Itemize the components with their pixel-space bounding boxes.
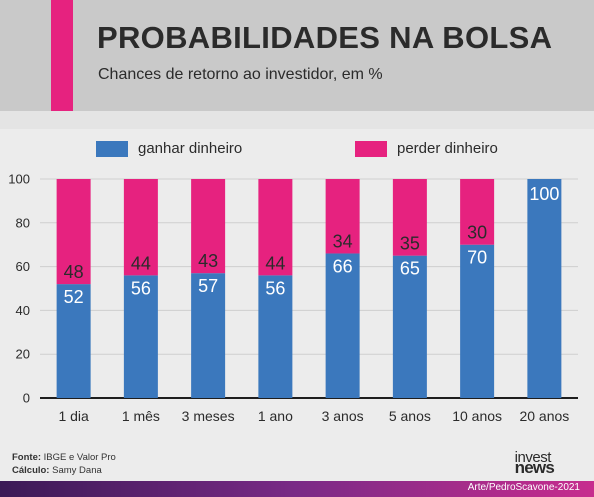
x-tick-label: 1 mês [122, 408, 160, 424]
logo-line-1: invest [514, 449, 552, 466]
data-label-gain: 65 [400, 259, 420, 279]
x-tick-label: 10 anos [452, 408, 502, 424]
x-tick-label: 3 meses [182, 408, 235, 424]
legend-label-loss: perder dinheiro [397, 140, 498, 157]
investnews-logo: invest news [514, 449, 555, 477]
bar-loss [325, 179, 360, 254]
x-tick-label: 1 dia [58, 408, 89, 424]
x-tick-label: 5 anos [389, 408, 431, 424]
bar-loss [392, 179, 427, 256]
data-label-gain: 52 [64, 287, 84, 307]
legend-swatch-loss [355, 140, 387, 157]
bar-loss [191, 179, 226, 274]
data-label-gain: 56 [131, 278, 151, 298]
y-tick-label: 0 [23, 391, 30, 406]
calc-note: Cálculo: Samy Dana [12, 465, 102, 476]
bar-gain [123, 275, 158, 398]
bar-gain [460, 244, 495, 398]
header-band: PROBABILIDADES NA BOLSA Chances de retor… [0, 0, 594, 111]
calc-label: Cálculo: [12, 465, 50, 476]
source-value: IBGE e Valor Pro [43, 452, 116, 463]
bar-loss [258, 179, 293, 276]
credit-bar: Arte/PedroScavone-2021 [0, 481, 594, 497]
y-tick-label: 40 [16, 303, 30, 318]
chart-subtitle: Chances de retorno ao investidor, em % [98, 66, 383, 83]
data-label-loss: 44 [265, 253, 285, 273]
legend-swatch-gain [96, 140, 128, 157]
bar-gain [191, 273, 226, 398]
divider-band [0, 111, 594, 129]
source-note: Fonte: IBGE e Valor Pro [12, 452, 116, 463]
data-label-loss: 43 [198, 251, 218, 271]
bar-loss [56, 179, 91, 285]
logo-line-2: news [514, 458, 555, 477]
data-label-gain: 100 [529, 184, 559, 204]
art-credit: Arte/PedroScavone-2021 [467, 482, 580, 493]
calc-value: Samy Dana [52, 465, 102, 476]
legend-label-gain: ganhar dinheiro [138, 140, 243, 157]
x-tick-label: 20 anos [519, 408, 569, 424]
y-tick-label: 100 [8, 172, 30, 187]
bar-gain [325, 253, 360, 398]
accent-stripe [51, 0, 73, 111]
x-tick-label: 1 ano [258, 408, 293, 424]
bar-gain [392, 255, 427, 398]
bar-gain [258, 275, 293, 398]
legend-item-loss: perder dinheiro [355, 140, 498, 157]
bar-loss [460, 179, 495, 245]
data-label-gain: 57 [198, 276, 218, 296]
chart-title: PROBABILIDADES NA BOLSA [97, 20, 553, 55]
bar-loss [123, 179, 158, 276]
data-label-gain: 66 [333, 256, 353, 276]
data-label-loss: 34 [333, 231, 353, 251]
y-tick-label: 60 [16, 259, 30, 274]
source-label: Fonte: [12, 452, 42, 463]
bar-gain [56, 284, 91, 398]
data-label-loss: 48 [64, 262, 84, 282]
y-tick-label: 20 [16, 347, 30, 362]
data-label-gain: 56 [265, 278, 285, 298]
bar-gain [527, 179, 562, 398]
legend-item-gain: ganhar dinheiro [96, 140, 242, 157]
data-label-loss: 35 [400, 234, 420, 254]
data-label-loss: 44 [131, 253, 151, 273]
x-tick-label: 3 anos [322, 408, 364, 424]
stacked-bar-chart: 0 20 40 60 80 100 52 48 1 dia 56 44 1 mês 57 43 3 mese… [8, 172, 578, 424]
data-label-gain: 70 [467, 248, 487, 268]
data-label-loss: 30 [467, 223, 487, 243]
y-tick-label: 80 [16, 215, 30, 230]
